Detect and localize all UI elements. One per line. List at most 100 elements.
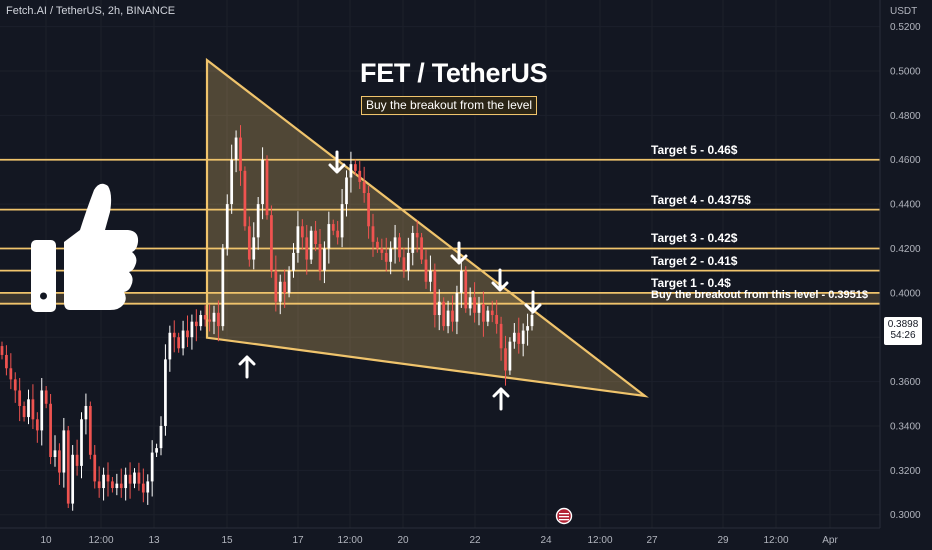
candle-body bbox=[111, 481, 114, 489]
candle-body bbox=[66, 430, 70, 504]
price-tick-label: 0.4800 bbox=[890, 111, 921, 122]
thumbs-up-icon bbox=[31, 183, 139, 312]
candle-body bbox=[119, 483, 123, 489]
current-price-tag: 0.3898 54:26 bbox=[884, 317, 922, 345]
candle-body bbox=[146, 481, 150, 493]
candle-body bbox=[490, 310, 494, 316]
candle-body bbox=[137, 472, 141, 484]
candle-body bbox=[451, 310, 454, 322]
touch-arrows bbox=[238, 150, 542, 411]
candle-body bbox=[13, 379, 17, 391]
candle-body bbox=[270, 215, 273, 271]
candle-body bbox=[314, 230, 317, 245]
candlestick-series bbox=[0, 125, 534, 511]
candle-body bbox=[40, 390, 44, 431]
candle-body bbox=[150, 452, 154, 482]
candle-body bbox=[389, 248, 393, 262]
price-tick-label: 0.5000 bbox=[890, 66, 921, 77]
candle-body bbox=[349, 164, 353, 178]
breakout-band bbox=[0, 292, 880, 304]
candle-body bbox=[376, 241, 379, 249]
candle-body bbox=[477, 303, 481, 313]
candle-body bbox=[88, 405, 92, 455]
candle-body bbox=[380, 248, 384, 253]
price-tick-label: 0.3400 bbox=[890, 421, 921, 432]
candle-body bbox=[278, 281, 282, 302]
candle-body bbox=[398, 237, 401, 258]
candle-body bbox=[362, 181, 366, 194]
candle-body bbox=[300, 226, 304, 238]
candle-body bbox=[27, 399, 30, 418]
candle-body bbox=[309, 230, 313, 260]
candle-body bbox=[318, 244, 322, 271]
candle-body bbox=[424, 259, 428, 282]
target-label: Target 1 - 0.4$ bbox=[651, 275, 731, 290]
candle-body bbox=[305, 237, 309, 260]
candle-body bbox=[53, 450, 57, 458]
candle-body bbox=[353, 164, 357, 171]
target-label: Target 4 - 0.4375$ bbox=[651, 192, 751, 207]
candle-body bbox=[203, 315, 207, 320]
candle-body bbox=[292, 252, 295, 271]
time-axis[interactable]: 10 12:00 13 15 17 12:00 20 22 24 12:00 27 29 12:00 Ap… bbox=[40, 535, 838, 546]
candle-body bbox=[420, 237, 423, 260]
candle-body bbox=[252, 237, 256, 260]
price-tick-label: 0.3000 bbox=[890, 510, 921, 521]
candle-body bbox=[415, 232, 419, 238]
candle-body bbox=[194, 321, 198, 327]
candle-body bbox=[256, 204, 260, 238]
candle-body bbox=[521, 330, 525, 344]
candle-body bbox=[133, 472, 136, 484]
symbol-title[interactable]: Fetch.AI / TetherUS, 2h, BINANCE bbox=[6, 5, 176, 17]
currency-label: USDT bbox=[890, 6, 917, 17]
target-label: Target 2 - 0.41$ bbox=[651, 253, 738, 268]
candle-body bbox=[402, 257, 406, 271]
candle-body bbox=[437, 301, 441, 316]
candle-body bbox=[468, 297, 472, 309]
candle-body bbox=[367, 193, 370, 227]
candle-body bbox=[393, 237, 397, 249]
candle-body bbox=[459, 270, 463, 293]
flag-event-icon[interactable] bbox=[555, 507, 573, 525]
candle-body bbox=[9, 368, 13, 380]
candle-body bbox=[164, 359, 167, 426]
candle-body bbox=[5, 354, 8, 369]
time-tick-label: 12:00 bbox=[88, 535, 113, 546]
candle-body bbox=[115, 483, 119, 489]
candle-body bbox=[446, 310, 450, 327]
candle-body bbox=[336, 230, 340, 238]
annotation-subtitle: Buy the breakout from the level bbox=[361, 96, 538, 115]
candle-body bbox=[234, 137, 238, 160]
candle-body bbox=[177, 337, 181, 349]
time-tick-label: 20 bbox=[397, 535, 409, 546]
candle-body bbox=[530, 315, 534, 327]
candle-body bbox=[371, 226, 375, 242]
price-tick-label: 0.4200 bbox=[890, 244, 921, 255]
candle-body bbox=[212, 312, 216, 322]
candle-body bbox=[62, 430, 66, 473]
candle-body bbox=[274, 270, 278, 302]
candle-body bbox=[221, 248, 225, 327]
time-tick-label: 22 bbox=[469, 535, 481, 546]
price-tick-label: 0.4600 bbox=[890, 155, 921, 166]
candle-body bbox=[168, 332, 172, 360]
candle-body bbox=[499, 323, 503, 349]
arrow-down-icon bbox=[524, 290, 542, 314]
time-tick-label: 12:00 bbox=[587, 535, 612, 546]
candle-body bbox=[406, 252, 410, 271]
candle-body bbox=[239, 137, 242, 171]
arrow-down-icon bbox=[328, 150, 346, 174]
time-tick-label: 27 bbox=[646, 535, 658, 546]
bar-countdown: 54:26 bbox=[890, 330, 916, 341]
candle-body bbox=[243, 170, 247, 227]
candle-body bbox=[345, 177, 348, 205]
candle-body bbox=[442, 301, 446, 327]
candle-body bbox=[331, 224, 335, 231]
arrow-up-icon bbox=[492, 387, 510, 411]
price-axis-bg bbox=[880, 0, 932, 550]
candle-body bbox=[526, 326, 529, 331]
candle-body bbox=[512, 332, 516, 342]
candle-body bbox=[159, 425, 163, 449]
candle-body bbox=[217, 312, 220, 327]
